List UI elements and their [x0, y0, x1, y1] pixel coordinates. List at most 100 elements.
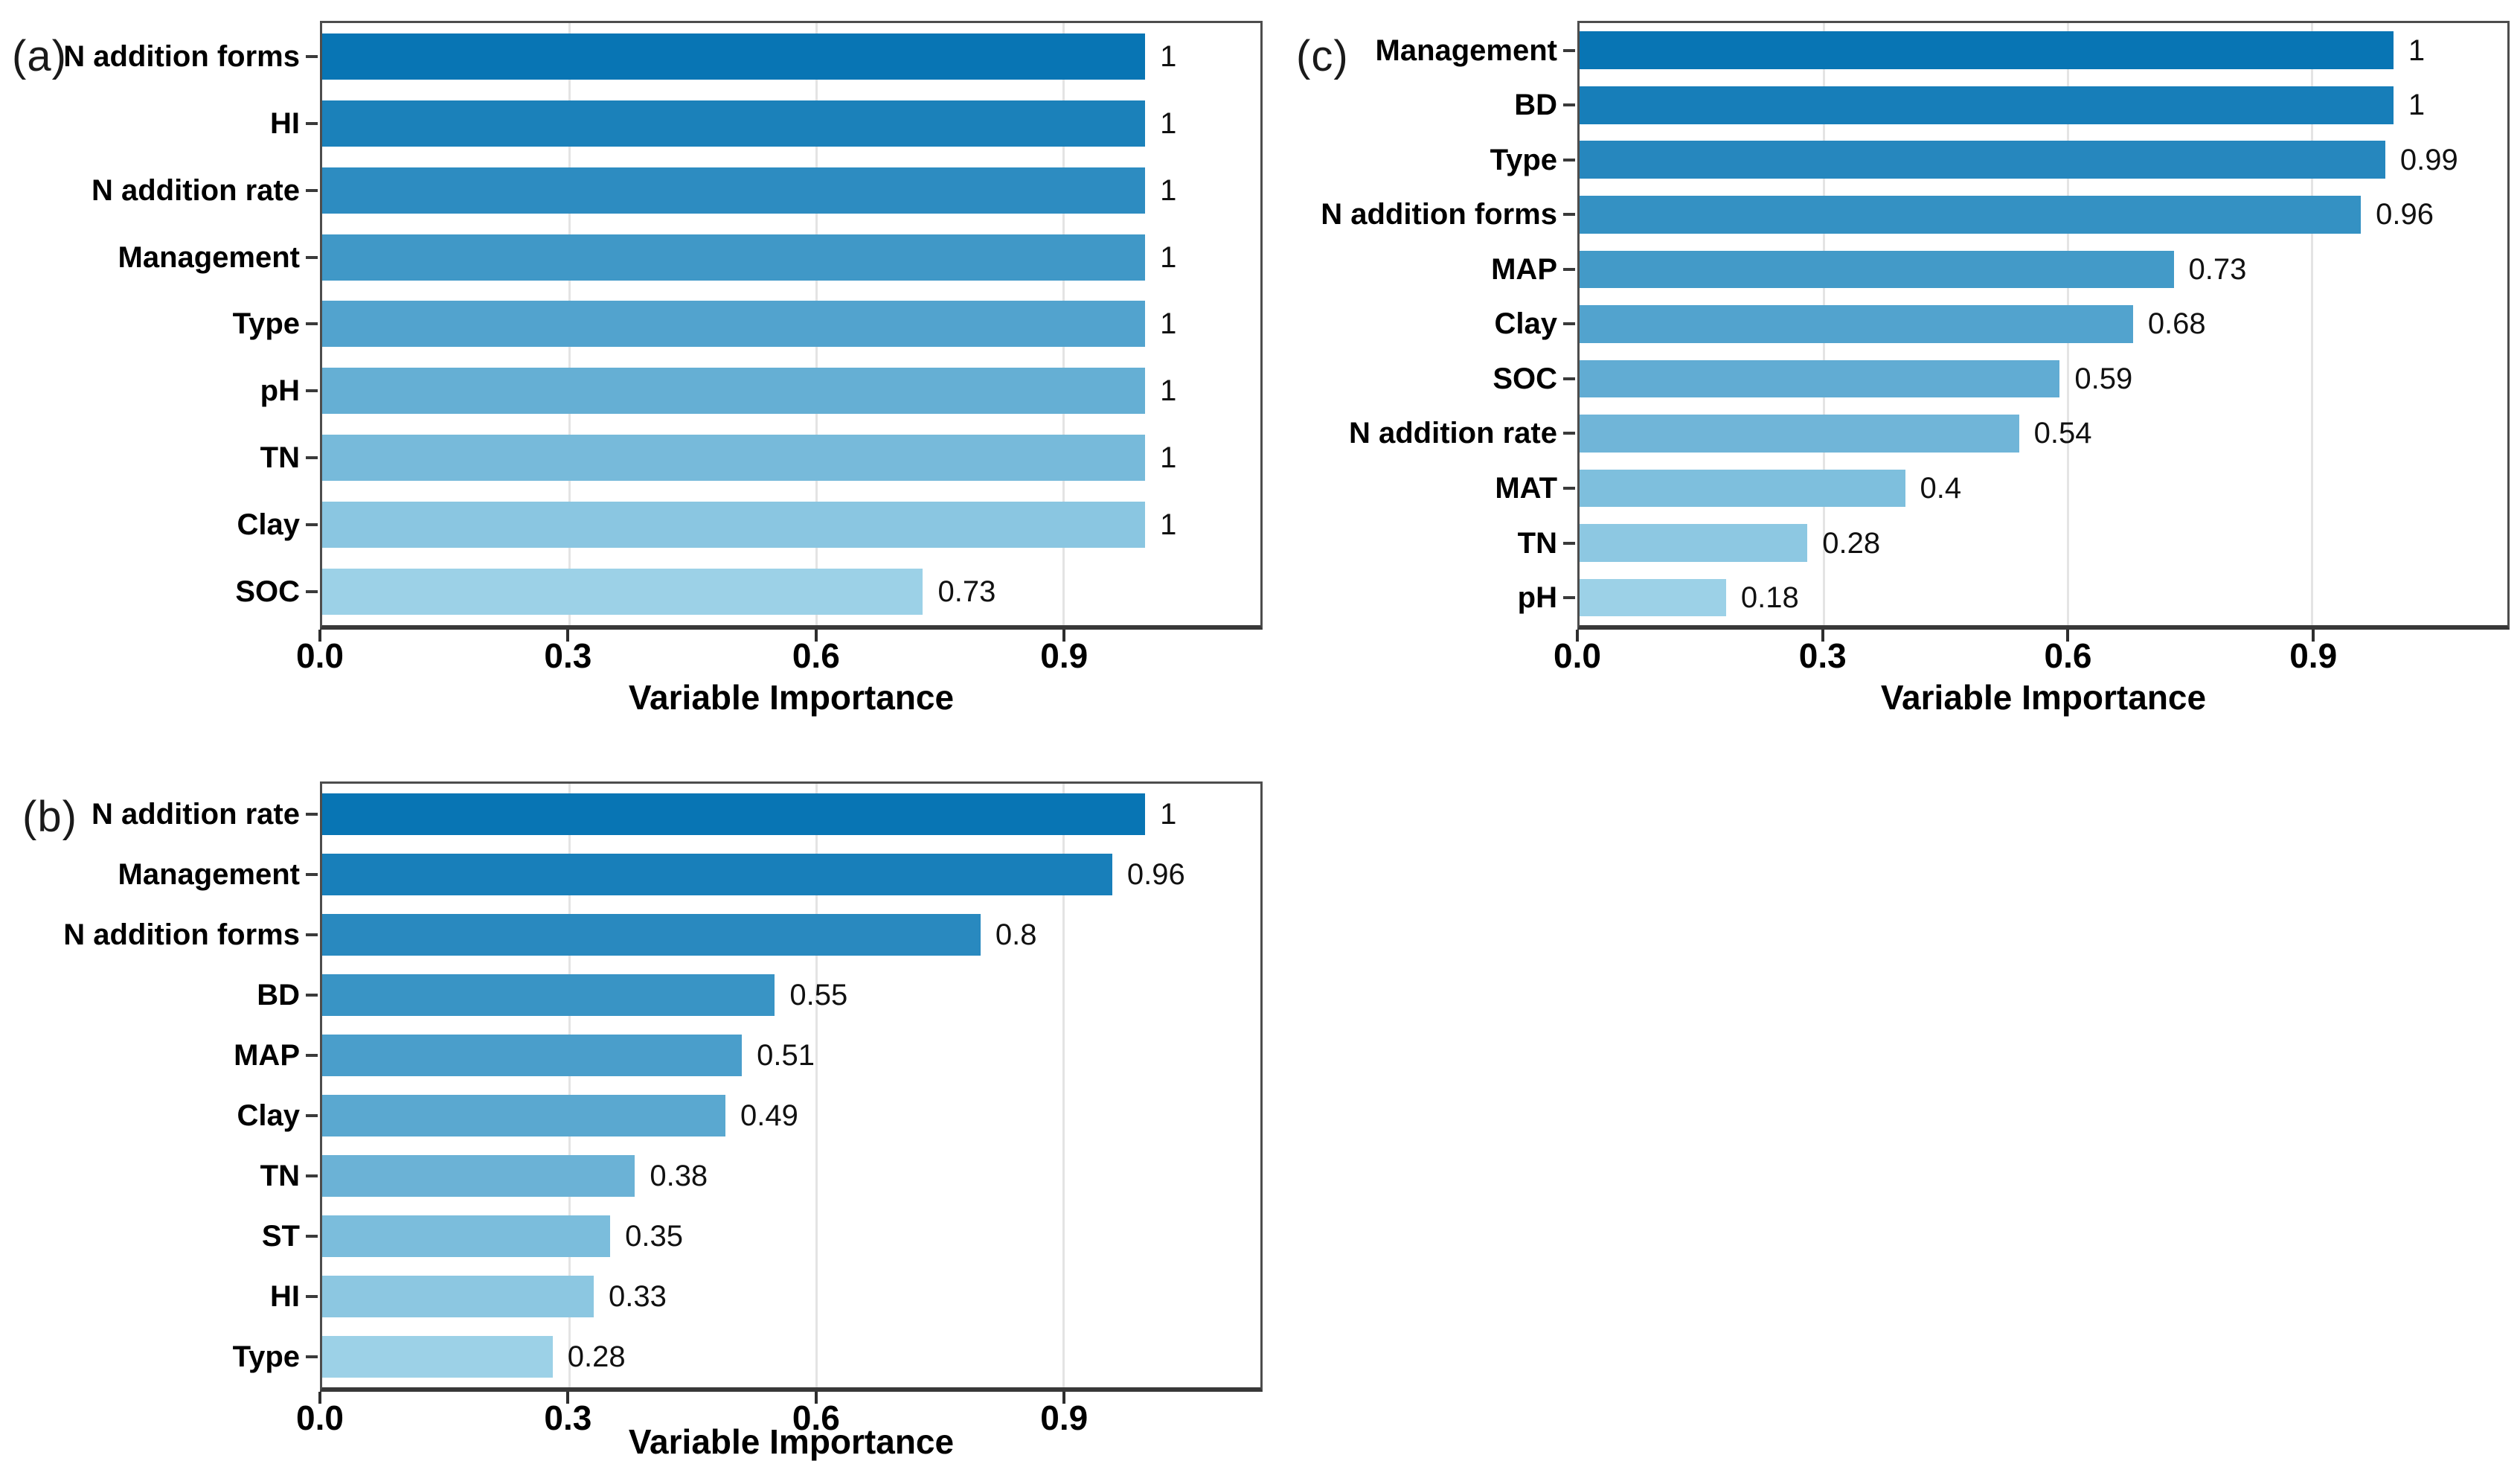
y-axis-label: Clay: [1494, 307, 1558, 341]
gridline-x-0.3: [568, 784, 571, 1387]
bar-track: 0.38: [322, 1146, 1260, 1206]
bar-value-label: 1: [1160, 307, 1177, 341]
bar-track: 0.4: [1580, 461, 2507, 516]
y-axis-label: Management: [1375, 33, 1558, 67]
bar-track: 1: [322, 23, 1260, 90]
importance-bar: [322, 1336, 553, 1378]
y-tick-mark: [306, 456, 318, 460]
importance-bar: [322, 100, 1146, 147]
y-tick-mark: [306, 255, 318, 259]
x-tick-label: 0.9: [1040, 636, 1089, 675]
y-axis-label: N addition rate: [91, 797, 300, 831]
bar-value-label: 1: [1160, 240, 1177, 274]
y-tick-mark: [1563, 322, 1575, 326]
bar-value-label: 0.96: [2376, 198, 2434, 231]
bar-row: Clay 0.68: [1495, 297, 2507, 352]
plot-area-b: N addition rate 1 Management 0.96 N addition…: [63, 781, 1263, 1392]
y-tick-mark: [1563, 267, 1575, 271]
bar-value-label: 0.38: [650, 1160, 708, 1193]
bar-row: MAP 0.51: [234, 1025, 1260, 1085]
y-tick-mark: [1563, 377, 1575, 380]
bar-row: N addition forms 0.8: [63, 904, 1260, 965]
bar-track: 0.96: [322, 844, 1260, 904]
x-tick-mark: [566, 630, 570, 642]
y-axis-label: MAT: [1495, 472, 1557, 505]
bar-value-label: 0.49: [740, 1099, 798, 1133]
importance-bar: [1580, 141, 2385, 179]
bar-track: 1: [322, 357, 1260, 424]
bar-row: Management 1: [118, 224, 1260, 291]
importance-bar: [322, 974, 775, 1016]
y-axis-label: BD: [257, 978, 300, 1011]
importance-bar: [1580, 31, 2394, 70]
bar-row: BD 0.55: [257, 965, 1260, 1025]
y-axis-label: Clay: [237, 1099, 301, 1133]
y-axis-label: MAP: [234, 1038, 300, 1072]
y-tick-mark: [1563, 432, 1575, 435]
importance-bar: [322, 435, 1146, 482]
importance-bar: [322, 793, 1146, 835]
bar-row: ST 0.35: [262, 1206, 1260, 1267]
bar-row: N addition forms 0.96: [1321, 188, 2507, 243]
y-axis-label: Clay: [237, 508, 301, 542]
importance-bar: [1580, 250, 2174, 289]
bar-track: 1: [322, 784, 1260, 844]
importance-bar: [322, 301, 1146, 348]
x-tick-mark: [2312, 630, 2315, 642]
bar-row: Type 0.28: [233, 1327, 1260, 1387]
y-tick-mark: [1563, 487, 1575, 490]
importance-bar: [322, 33, 1146, 80]
bar-track: 0.54: [1580, 406, 2507, 461]
y-tick-mark: [306, 1174, 318, 1178]
x-axis-title-a: Variable Importance: [628, 678, 955, 717]
importance-bar: [322, 1276, 594, 1318]
bar-row: MAP 0.73: [1491, 242, 2507, 297]
y-tick-mark: [306, 54, 318, 58]
bar-row: N addition rate 1: [92, 784, 1260, 844]
importance-bar: [1580, 578, 1726, 617]
importance-bar: [322, 234, 1146, 281]
x-tick-mark: [814, 1392, 818, 1404]
importance-bar: [1580, 415, 2019, 453]
bar-row: N addition forms 1: [63, 23, 1260, 90]
y-tick-mark: [306, 1355, 318, 1359]
bar-value-label: 0.18: [1740, 581, 1799, 615]
y-axis-label: BD: [1514, 89, 1557, 122]
importance-bar: [1580, 524, 1808, 562]
y-tick-mark: [306, 523, 318, 527]
bar-value-label: 1: [2408, 89, 2426, 122]
y-axis-label: TN: [1517, 526, 1557, 560]
bar-value-label: 1: [1160, 508, 1177, 542]
importance-bar: [322, 167, 1146, 214]
plot-area-a: N addition forms 1 HI 1 N addition rate 1 Mana…: [63, 21, 1263, 630]
x-tick-label: 0.3: [1798, 636, 1847, 675]
x-tick-mark: [2066, 630, 2070, 642]
y-tick-mark: [1563, 103, 1575, 107]
importance-bar: [322, 1155, 635, 1198]
y-axis-label: ST: [261, 1220, 300, 1253]
x-tick-mark: [566, 1392, 570, 1404]
y-axis-label: SOC: [1493, 362, 1557, 395]
x-tick-mark: [1576, 630, 1579, 642]
bar-track: 0.49: [322, 1085, 1260, 1145]
bar-value-label: 0.33: [609, 1280, 667, 1314]
bar-value-label: 0.73: [937, 575, 996, 608]
y-tick-mark: [306, 1235, 318, 1238]
bar-row: HI 1: [270, 90, 1260, 157]
bar-track: 0.28: [322, 1327, 1260, 1387]
bar-track: 0.99: [1580, 132, 2507, 188]
y-tick-mark: [306, 589, 318, 593]
panel-letter-a: (a): [12, 32, 67, 80]
y-axis-label: N addition forms: [1321, 198, 1557, 231]
x-tick-label: 0.3: [544, 1398, 592, 1437]
bar-track: 0.96: [1580, 188, 2507, 243]
gridline-x-0.9: [2311, 23, 2314, 625]
x-tick-label: 0.6: [2044, 636, 2092, 675]
y-axis-label: TN: [260, 1160, 300, 1193]
y-tick-mark: [306, 872, 318, 876]
bar-row: Type 1: [233, 291, 1260, 358]
importance-bar: [1580, 86, 2394, 124]
y-tick-mark: [1563, 541, 1575, 545]
bar-row: Type 0.99: [1490, 132, 2507, 188]
